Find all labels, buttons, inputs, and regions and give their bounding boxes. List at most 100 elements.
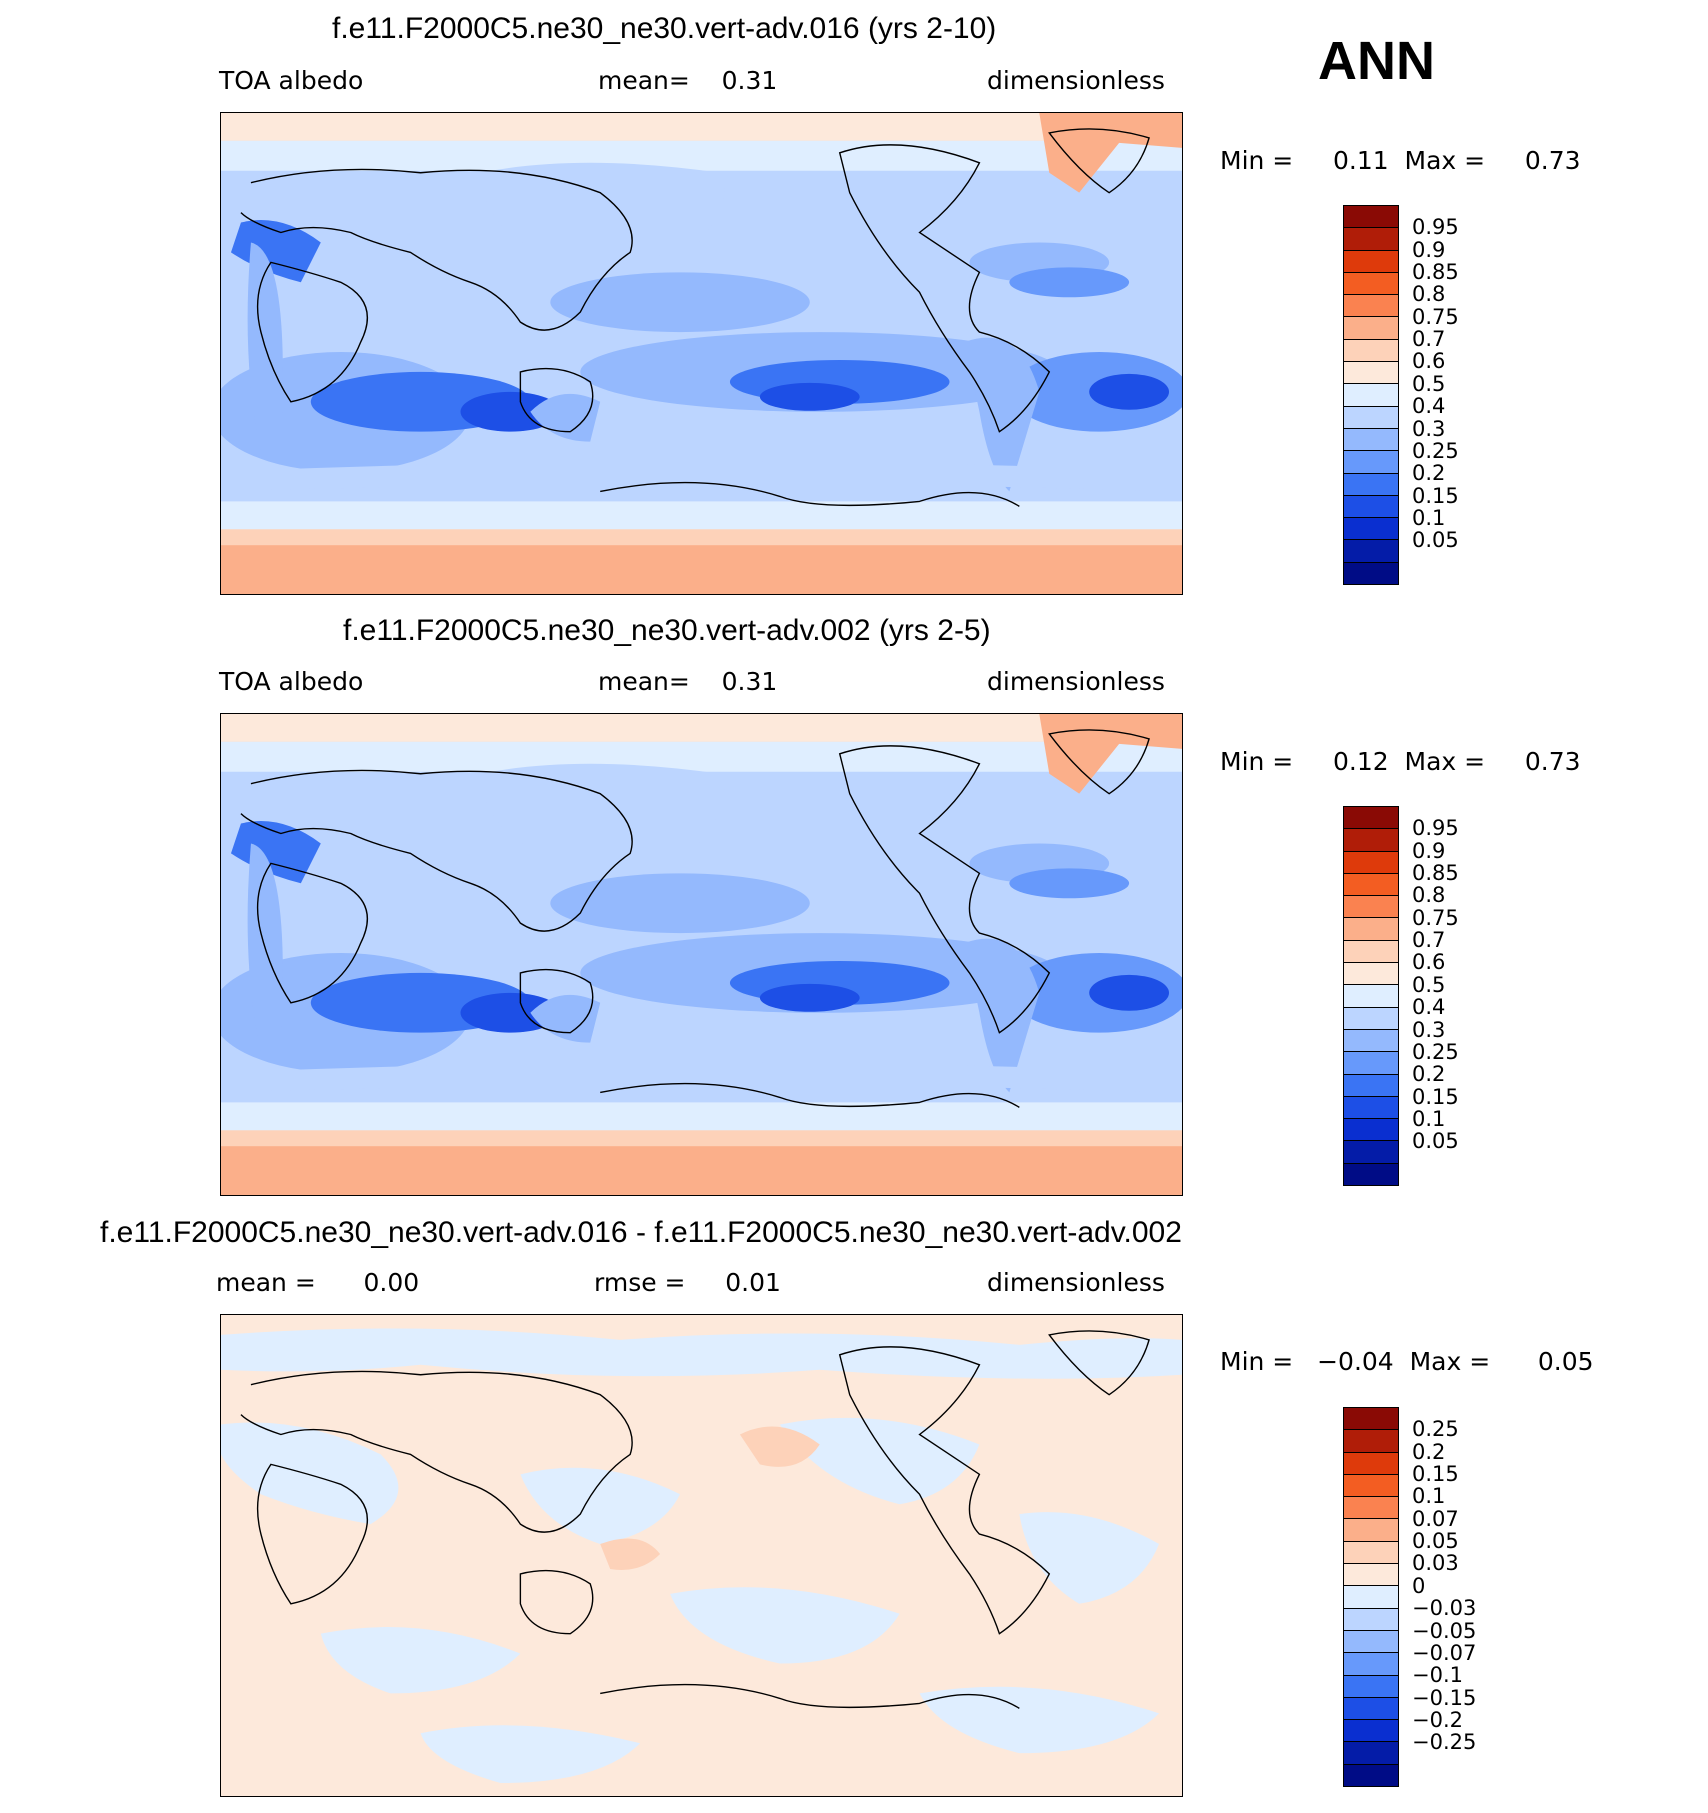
panel-1-map — [220, 112, 1183, 595]
panel-3-minmax: Min = −0.04 Max = 0.05 — [1220, 1347, 1594, 1376]
colorbar-tick-label: 0.05 — [1412, 1129, 1459, 1154]
colorbar-tick-label: 0.3 — [1412, 1017, 1446, 1042]
colorbar-tick-label: −0.25 — [1412, 1730, 1477, 1755]
colorbar-box — [1344, 807, 1398, 830]
colorbar-tick-label: 0.15 — [1412, 1084, 1459, 1109]
colorbar-box — [1344, 317, 1398, 340]
colorbar-tick-label: 0.6 — [1412, 950, 1446, 975]
colorbar-tick-label: 0.7 — [1412, 928, 1446, 953]
panel-3-rmse-label: rmse = 0.01 — [594, 1268, 781, 1297]
colorbar-tick-label: 0.75 — [1412, 304, 1459, 329]
colorbar-box — [1344, 1586, 1398, 1609]
colorbar-box — [1344, 540, 1398, 563]
panel-2-units-label: dimensionless — [987, 667, 1165, 696]
colorbar-box — [1344, 1541, 1398, 1565]
panel-1-units-label: dimensionless — [987, 66, 1165, 95]
colorbar-tick-label: 0.3 — [1412, 416, 1446, 441]
panel-2-map — [220, 713, 1183, 1196]
panel-1-variable-label: TOA albedo — [219, 66, 364, 95]
colorbar-box — [1344, 1608, 1398, 1631]
colorbar-box — [1344, 1430, 1398, 1453]
colorbar-tick-label: 0.03 — [1412, 1551, 1459, 1576]
colorbar-tick-label: −0.07 — [1412, 1640, 1477, 1665]
colorbar-box — [1344, 1096, 1398, 1120]
panel-2-mean-label: mean= 0.31 — [598, 667, 778, 696]
colorbar-box — [1344, 1764, 1398, 1787]
colorbar-box — [1344, 1564, 1398, 1587]
colorbar-tick-label: 0.25 — [1412, 1417, 1459, 1442]
colorbar-tick-label: 0.05 — [1412, 528, 1459, 553]
panel-3-map — [220, 1314, 1183, 1797]
colorbar-tick-label: 0.07 — [1412, 1506, 1459, 1531]
colorbar-tick-label: 0.6 — [1412, 349, 1446, 374]
colorbar-box — [1344, 1119, 1398, 1142]
colorbar-tick-label: 0.2 — [1412, 1439, 1446, 1464]
colorbar-tick-label: −0.05 — [1412, 1618, 1477, 1643]
colorbar-box — [1344, 1408, 1398, 1431]
colorbar-box — [1344, 1052, 1398, 1075]
colorbar-tick-label: 0.1 — [1412, 505, 1446, 530]
colorbar-box — [1344, 250, 1398, 273]
colorbar-box — [1344, 1163, 1398, 1186]
colorbar-tick-label: 0.85 — [1412, 260, 1459, 285]
colorbar-box — [1344, 1474, 1398, 1498]
colorbar-tick-label: 0.8 — [1412, 883, 1446, 908]
colorbar-box — [1344, 851, 1398, 874]
colorbar-tick-label: 0.75 — [1412, 905, 1459, 930]
panel-2-minmax: Min = 0.12 Max = 0.73 — [1220, 747, 1581, 776]
colorbar-tick-label: −0.2 — [1412, 1707, 1463, 1732]
colorbar-tick-label: 0.85 — [1412, 861, 1459, 886]
colorbar-box — [1344, 295, 1398, 318]
panel-2-variable-label: TOA albedo — [219, 667, 364, 696]
colorbar-tick-label: 0.25 — [1412, 1039, 1459, 1064]
colorbar-box — [1344, 451, 1398, 474]
colorbar-box — [1344, 963, 1398, 986]
colorbar-tick-label: 0.5 — [1412, 972, 1446, 997]
colorbar-box — [1344, 1074, 1398, 1097]
colorbar-tick-label: 0.4 — [1412, 394, 1446, 419]
colorbar-box — [1344, 1029, 1398, 1053]
colorbar-box — [1344, 495, 1398, 519]
colorbar-tick-label: 0.8 — [1412, 282, 1446, 307]
colorbar-box — [1344, 362, 1398, 385]
colorbar-box — [1344, 1720, 1398, 1743]
colorbar-tick-label: 0.95 — [1412, 215, 1459, 240]
panel-3-units-label: dimensionless — [987, 1268, 1165, 1297]
panel-1-minmax: Min = 0.11 Max = 0.73 — [1220, 146, 1581, 175]
colorbar-box — [1344, 829, 1398, 852]
colorbar-box — [1344, 339, 1398, 363]
colorbar-box — [1344, 1141, 1398, 1164]
colorbar-tick-label: 0.1 — [1412, 1484, 1446, 1509]
colorbar-box — [1344, 384, 1398, 407]
panel-3-colorbar — [1343, 1407, 1399, 1787]
colorbar-box — [1344, 1630, 1398, 1654]
panel-2-colorbar — [1343, 806, 1399, 1186]
colorbar-box — [1344, 1697, 1398, 1721]
season-label: ANN — [1318, 31, 1435, 91]
colorbar-box — [1344, 1497, 1398, 1520]
colorbar-tick-label: −0.1 — [1412, 1663, 1463, 1688]
colorbar-tick-label: 0 — [1412, 1573, 1426, 1598]
colorbar-box — [1344, 1653, 1398, 1676]
colorbar-tick-label: −0.03 — [1412, 1596, 1477, 1621]
colorbar-box — [1344, 228, 1398, 251]
colorbar-tick-label: 0.25 — [1412, 438, 1459, 463]
colorbar-tick-label: 0.9 — [1412, 838, 1446, 863]
panel-2-title: f.e11.F2000C5.ne30_ne30.vert-adv.002 (yr… — [343, 614, 991, 647]
colorbar-tick-label: 0.15 — [1412, 1462, 1459, 1487]
colorbar-box — [1344, 562, 1398, 585]
panel-1-colorbar — [1343, 205, 1399, 585]
colorbar-tick-label: 0.7 — [1412, 327, 1446, 352]
colorbar-box — [1344, 896, 1398, 919]
colorbar-box — [1344, 873, 1398, 897]
colorbar-box — [1344, 406, 1398, 429]
colorbar-box — [1344, 473, 1398, 496]
colorbar-box — [1344, 1519, 1398, 1542]
colorbar-box — [1344, 518, 1398, 541]
colorbar-box — [1344, 206, 1398, 229]
colorbar-tick-label: 0.15 — [1412, 483, 1459, 508]
colorbar-box — [1344, 985, 1398, 1008]
colorbar-box — [1344, 1007, 1398, 1030]
colorbar-tick-label: 0.2 — [1412, 1062, 1446, 1087]
colorbar-box — [1344, 1452, 1398, 1475]
